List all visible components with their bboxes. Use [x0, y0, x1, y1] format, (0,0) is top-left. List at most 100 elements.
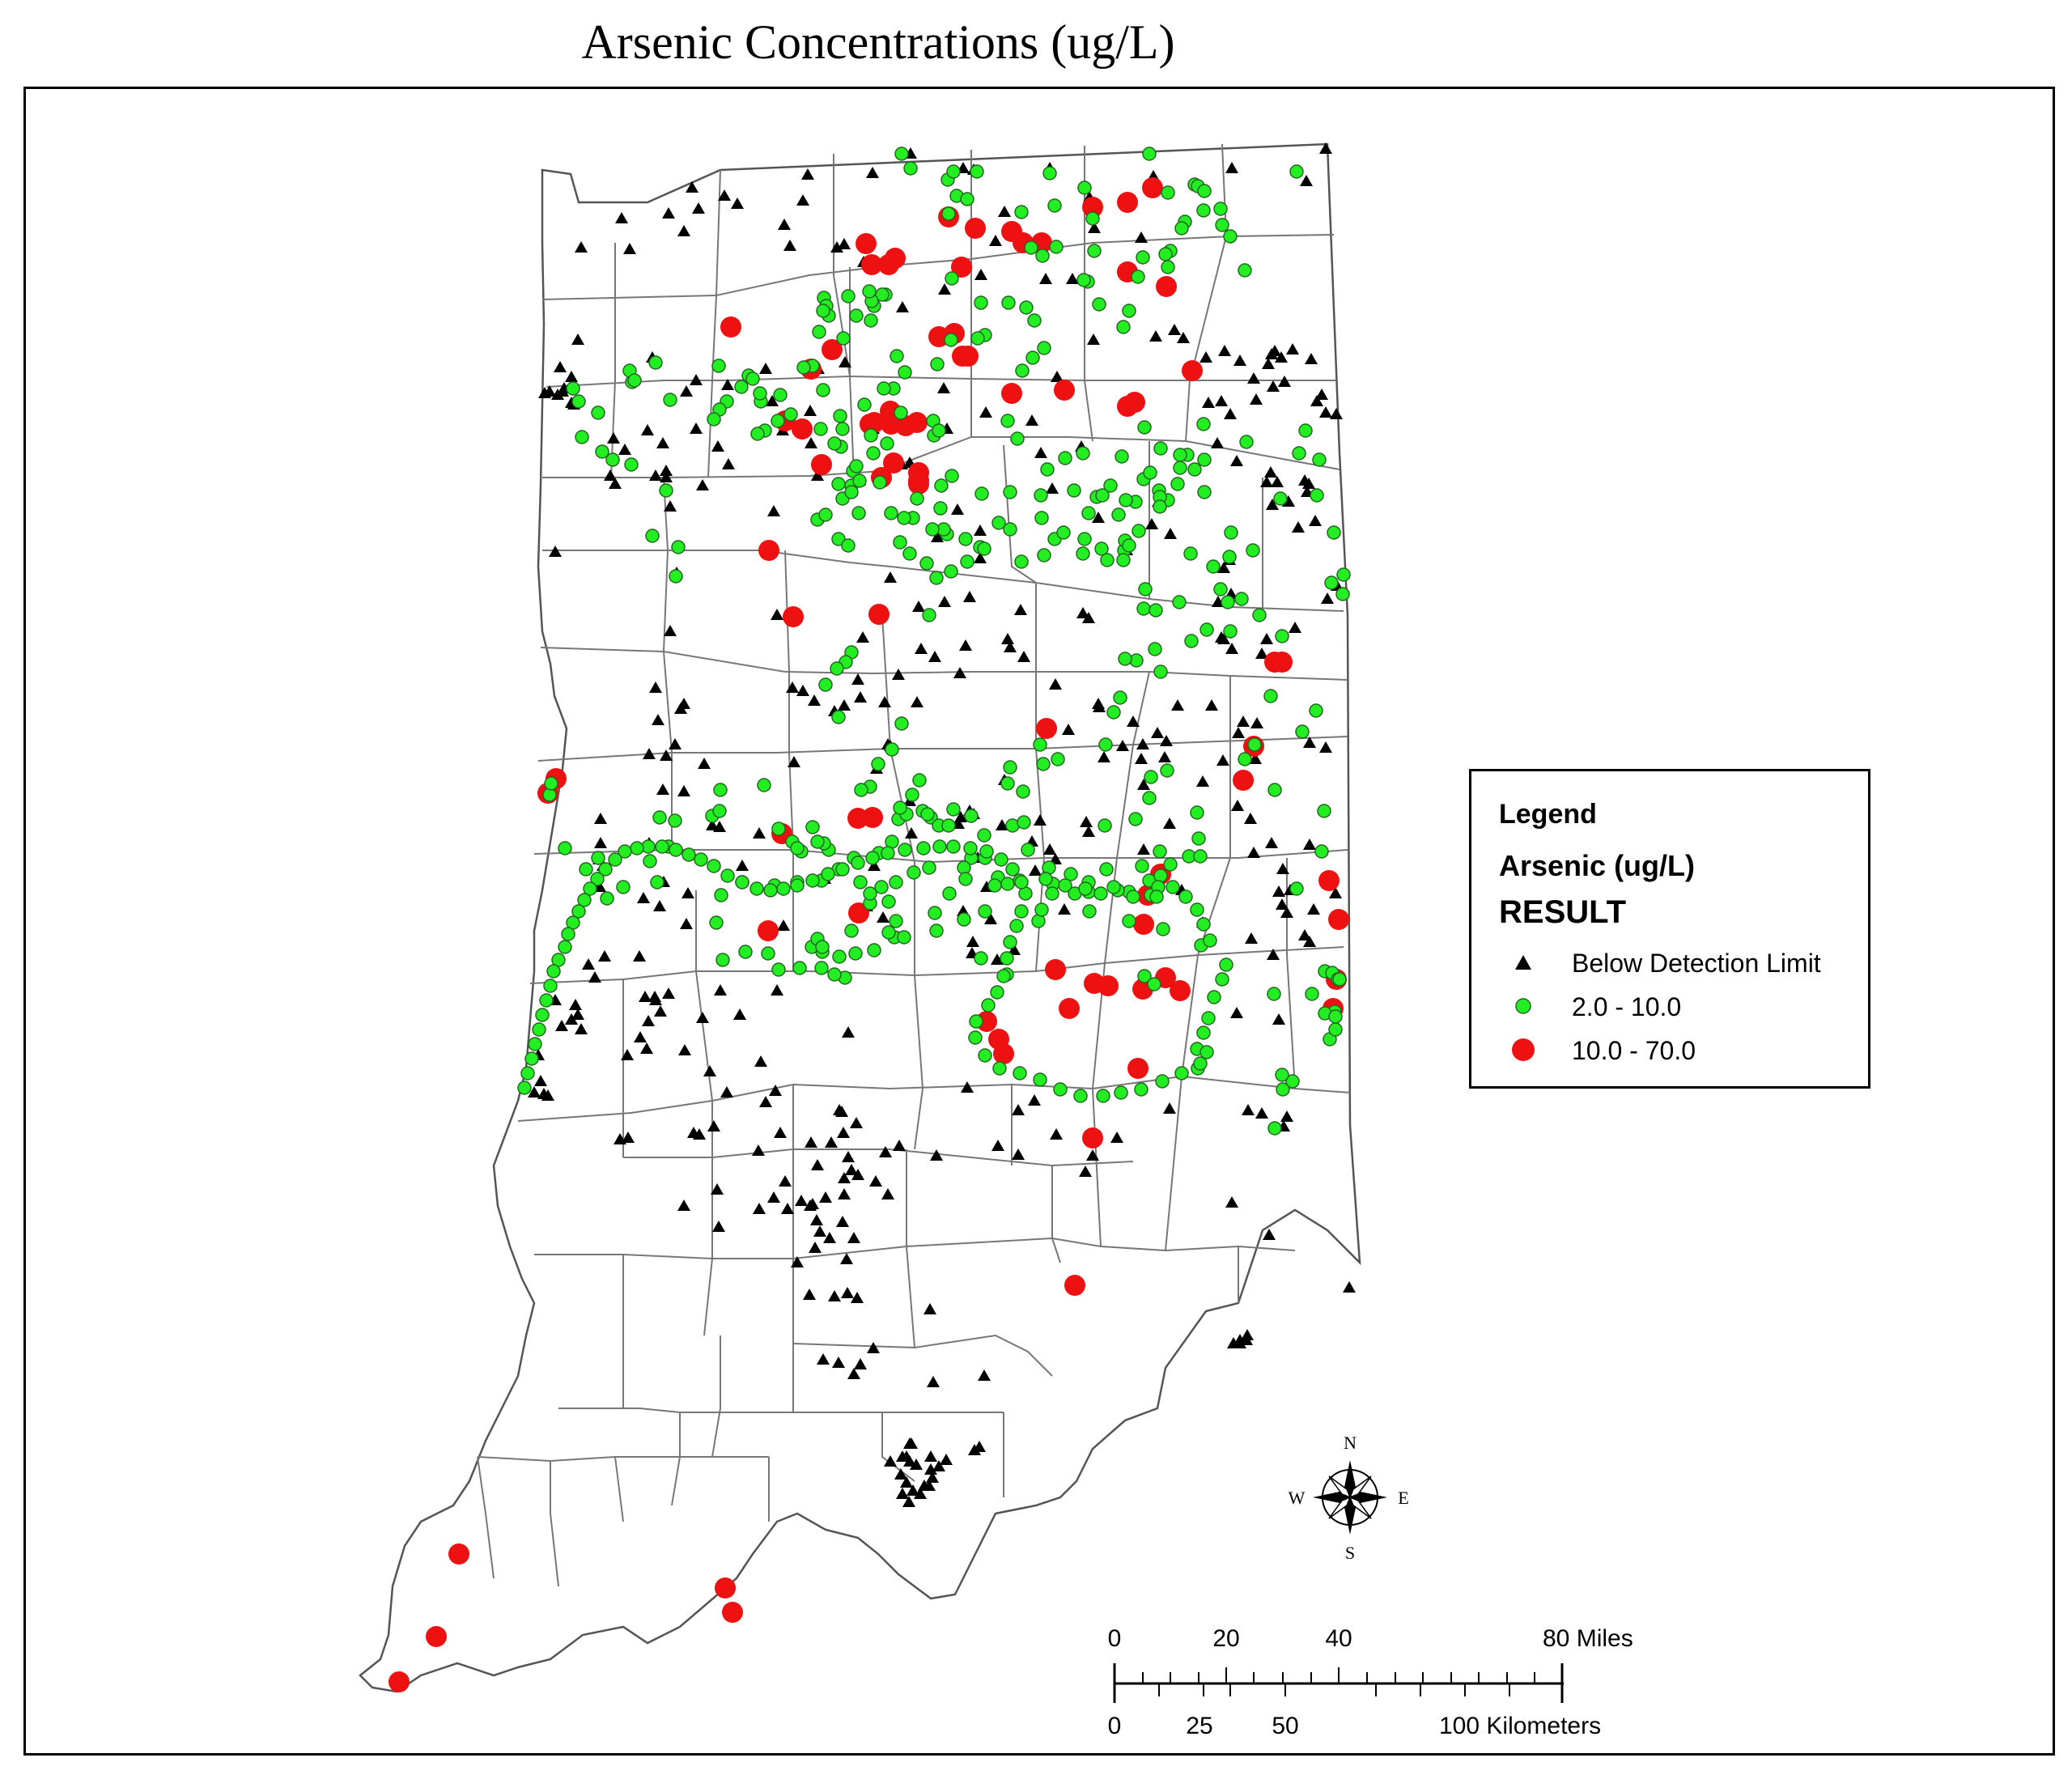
low-arsenic-marker: [1238, 263, 1252, 278]
low-arsenic-marker: [1000, 877, 1015, 891]
low-arsenic-marker: [894, 146, 909, 161]
low-arsenic-marker: [583, 881, 597, 896]
below-detection-marker: [1158, 751, 1171, 762]
below-detection-marker: [809, 1242, 822, 1253]
low-arsenic-marker: [905, 788, 919, 802]
low-arsenic-marker: [659, 483, 673, 498]
low-arsenic-marker: [1128, 812, 1143, 826]
low-arsenic-marker: [912, 773, 927, 788]
low-arsenic-marker: [1037, 341, 1051, 355]
below-detection-marker: [722, 458, 735, 469]
below-detection-marker: [838, 1188, 851, 1199]
low-arsenic-marker: [827, 967, 842, 982]
below-detection-marker: [1305, 353, 1318, 364]
below-detection-marker: [618, 444, 631, 455]
low-arsenic-marker: [1093, 886, 1108, 901]
below-detection-marker: [656, 437, 669, 448]
below-detection-marker: [1051, 371, 1064, 382]
low-arsenic-marker: [1014, 554, 1029, 569]
scale-km-100: 100 Kilometers: [1439, 1713, 1601, 1739]
low-arsenic-marker: [1187, 462, 1202, 477]
low-arsenic-marker: [1035, 248, 1050, 263]
low-arsenic-marker: [832, 949, 847, 964]
below-detection-marker: [1343, 1281, 1356, 1293]
low-arsenic-marker: [974, 486, 989, 501]
compass-rose: N S E W: [1289, 1433, 1409, 1563]
below-detection-marker: [609, 478, 622, 489]
low-arsenic-marker: [1098, 818, 1112, 833]
high-arsenic-marker: [720, 316, 741, 338]
below-detection-marker: [924, 1450, 937, 1462]
below-detection-marker: [1168, 324, 1181, 335]
below-detection-marker: [718, 189, 731, 201]
low-arsenic-marker: [833, 409, 847, 423]
low-arsenic-marker: [922, 608, 936, 622]
below-detection-marker: [1272, 1013, 1285, 1025]
below-detection-marker: [902, 1496, 915, 1507]
low-arsenic-marker: [946, 802, 961, 817]
low-arsenic-marker: [598, 862, 613, 877]
low-arsenic-marker: [1201, 1011, 1216, 1025]
below-detection-marker: [1225, 162, 1238, 173]
below-detection-marker: [1263, 1229, 1276, 1240]
below-detection-marker: [690, 374, 703, 385]
low-arsenic-marker: [898, 365, 912, 380]
high-arsenic-marker: [868, 604, 890, 625]
below-detection-marker: [681, 887, 694, 898]
below-detection-marker: [879, 1146, 892, 1157]
below-detection-marker: [1088, 222, 1101, 233]
low-arsenic-marker: [1136, 250, 1150, 265]
below-detection-marker: [1278, 376, 1291, 387]
low-arsenic-marker: [1076, 446, 1090, 461]
below-detection-marker: [1014, 604, 1027, 615]
below-detection-marker: [813, 1225, 826, 1237]
below-detection-marker: [1276, 863, 1289, 874]
high-arsenic-marker: [758, 540, 779, 561]
below-detection-marker: [534, 1075, 547, 1086]
low-arsenic-marker: [1095, 488, 1110, 503]
low-arsenic-marker: [1038, 872, 1053, 886]
high-arsenic-marker: [758, 920, 779, 941]
high-arsenic-marker: [1059, 998, 1080, 1019]
low-arsenic-marker: [893, 800, 907, 815]
low-arsenic-marker: [1153, 664, 1168, 679]
below-detection-marker: [720, 1086, 733, 1098]
low-arsenic-marker: [978, 1048, 992, 1063]
below-detection-marker: [896, 301, 909, 312]
high-arsenic-marker: [1045, 959, 1066, 980]
high-arsenic-marker: [885, 248, 906, 269]
low-arsenic-marker: [1161, 185, 1175, 200]
low-arsenic-marker: [1332, 972, 1347, 987]
low-arsenic-marker: [978, 904, 992, 919]
low-arsenic-marker: [1276, 1082, 1290, 1097]
low-arsenic-marker: [1081, 506, 1096, 520]
low-arsenic-marker: [1098, 737, 1113, 752]
below-detection-marker: [654, 1005, 667, 1017]
below-detection-marker: [1286, 343, 1299, 355]
below-detection-marker: [1012, 1104, 1025, 1115]
low-arsenic-marker: [1003, 760, 1017, 775]
low-arsenic-marker: [630, 841, 644, 856]
below-detection-marker: [954, 811, 967, 822]
low-arsenic-marker: [1314, 844, 1329, 859]
low-arsenic-marker: [1100, 553, 1115, 567]
low-arsenic-marker: [1005, 862, 1020, 877]
low-arsenic-marker: [1058, 878, 1072, 893]
low-arsenic-marker: [1267, 987, 1281, 1001]
low-arsenic-marker: [720, 868, 735, 883]
below-detection-marker: [653, 900, 666, 911]
below-detection-marker: [1289, 622, 1301, 633]
low-arsenic-marker: [1153, 441, 1168, 456]
below-detection-marker: [951, 503, 964, 515]
low-arsenic-marker: [970, 331, 985, 346]
below-detection-marker: [1049, 678, 1062, 690]
below-detection-marker: [817, 1353, 830, 1365]
low-arsenic-marker: [1021, 843, 1035, 857]
below-detection-marker: [795, 1195, 808, 1206]
high-arsenic-marker: [1001, 383, 1022, 404]
low-arsenic-marker: [591, 851, 605, 865]
below-detection-marker: [877, 911, 890, 923]
below-detection-marker: [1029, 864, 1042, 876]
low-arsenic-marker: [1206, 559, 1221, 574]
